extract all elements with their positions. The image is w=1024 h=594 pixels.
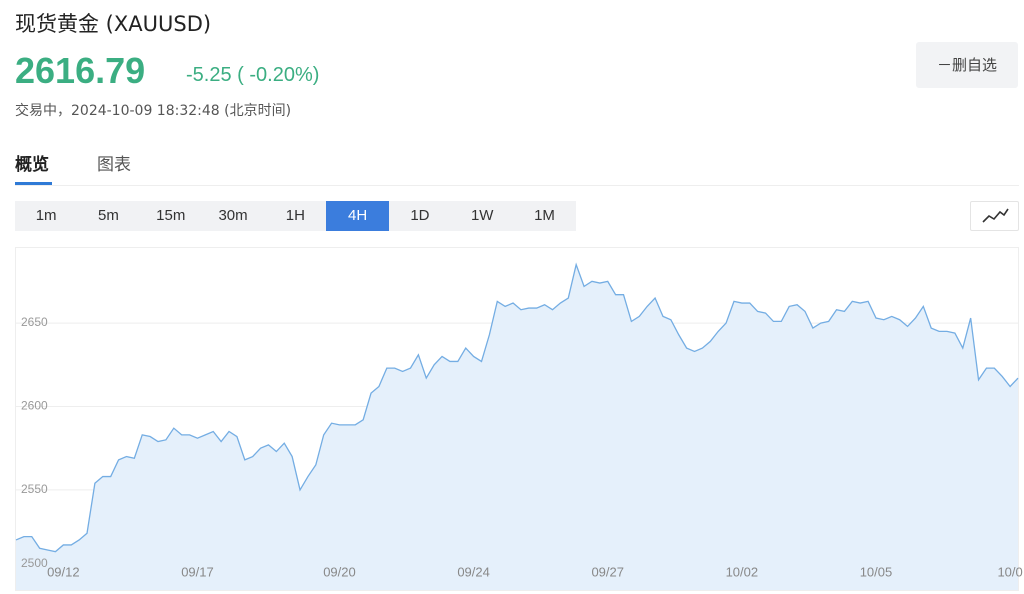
y-tick-label: 2650 — [21, 315, 48, 329]
timeframe-button[interactable]: 1M — [534, 207, 555, 224]
remove-watchlist-button[interactable]: －删自选 — [916, 42, 1018, 88]
x-tick-label: 09/27 — [591, 564, 624, 579]
y-tick-label: 2600 — [21, 399, 48, 413]
x-tick-label: 10/0 — [997, 564, 1022, 579]
title: 现货黄金 (XAUUSD) — [15, 12, 212, 36]
status: 交易中，2024-10-09 18:32:48 (北京时间) — [15, 103, 292, 119]
y-tick-label: 2550 — [21, 482, 48, 496]
x-tick-label: 09/17 — [181, 564, 214, 579]
timeframe-button[interactable]: 30m — [218, 207, 248, 224]
tab-indicator — [15, 182, 52, 185]
x-tick-label: 09/12 — [47, 564, 80, 579]
y-tick-label: 2500 — [21, 556, 48, 570]
timeframe-button[interactable]: 1H — [285, 207, 305, 224]
divider — [15, 185, 1019, 186]
tab[interactable]: 概览 — [15, 155, 49, 175]
area-fill — [16, 264, 1018, 590]
chart-frame — [15, 247, 1019, 591]
chart-type-button[interactable] — [970, 201, 1019, 231]
price-change: -5.25 ( -0.20%) — [186, 64, 320, 86]
price-line — [15, 262, 1019, 553]
timeframe-button[interactable]: 4H — [326, 201, 389, 231]
timeframe-bar: 1m 5m 15m 30m 1H 4H 1D 1W 1M — [15, 201, 576, 231]
timeframe-button[interactable]: 1D — [410, 207, 430, 224]
x-tick-label: 10/02 — [726, 564, 759, 579]
x-tick-label: 09/20 — [323, 564, 356, 579]
timeframe-button[interactable]: 1W — [470, 207, 494, 224]
timeframe-button[interactable]: 15m — [156, 207, 186, 224]
tab[interactable]: 图表 — [97, 155, 131, 175]
x-tick-label: 09/24 — [457, 564, 490, 579]
timeframe-button[interactable]: 5m — [98, 207, 119, 224]
x-tick-label: 10/05 — [860, 564, 893, 579]
timeframe-button[interactable]: 1m — [35, 207, 57, 224]
price: 2616.79 — [15, 50, 146, 91]
chart-icon — [982, 208, 1009, 223]
